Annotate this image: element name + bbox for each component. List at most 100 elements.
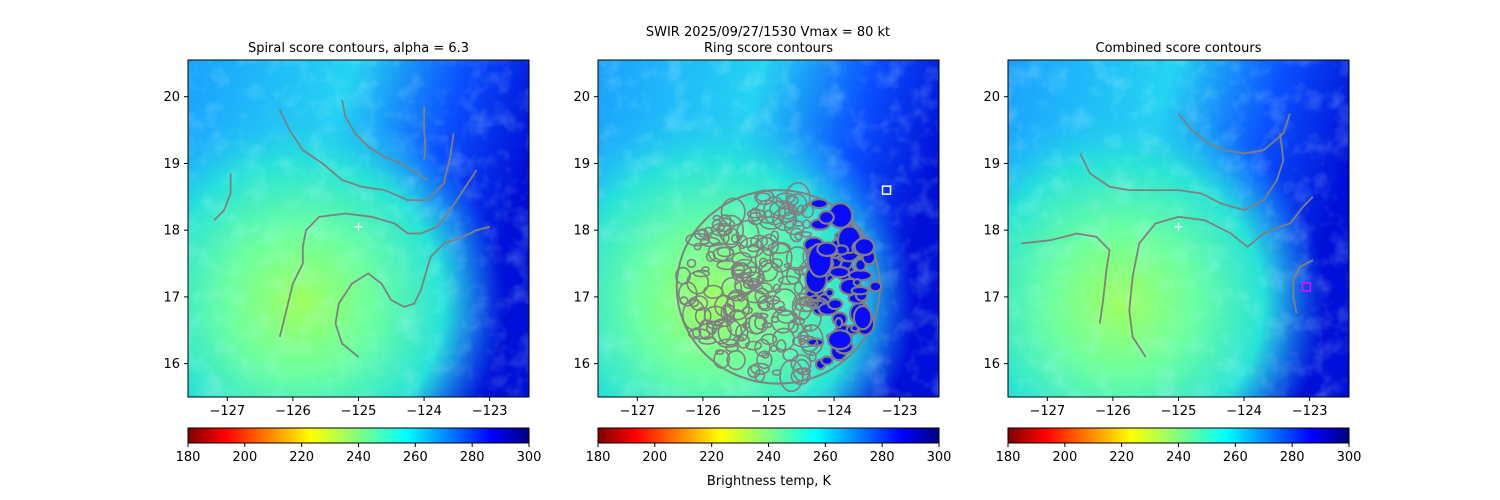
score-contour-3 [1177, 112, 1291, 155]
ring-contour-253 [818, 210, 835, 225]
colorbar [1007, 427, 1350, 444]
colorbar-tick-label: 280 [460, 450, 485, 465]
ring-contour-184 [798, 302, 822, 332]
ring-contour-138 [736, 333, 750, 349]
ring-contour-258 [826, 329, 853, 351]
ring-contour-94 [707, 320, 723, 330]
x-tick-label: −126 [1095, 404, 1131, 419]
x-tick-label: −124 [1226, 404, 1262, 419]
ring-contour-129 [790, 354, 812, 374]
ring-contour-228 [744, 340, 763, 351]
ring-contour-247 [816, 241, 838, 257]
ring-contour-57 [820, 355, 834, 366]
colorbar-label: Brightness temp, K [707, 474, 832, 489]
y-tick-label: 18 [983, 224, 1000, 239]
ring-contour-195 [736, 234, 749, 250]
y-tick-label: 18 [573, 224, 590, 239]
ring-contour-252 [794, 231, 803, 241]
panel-title: Ring score contours [704, 41, 833, 56]
ring-contour-211 [769, 230, 780, 243]
ring-contour-95 [693, 242, 702, 251]
ring-contour-212 [722, 304, 736, 318]
ring-contour-162 [711, 319, 732, 345]
ring-contour-207 [770, 315, 780, 324]
colorbar-tick-label: 180 [586, 450, 611, 465]
score-contour-5 [1292, 259, 1314, 314]
ring-contour-124 [713, 349, 731, 369]
panel-title: Combined score contours [1096, 41, 1262, 56]
colorbar-tick-label: 260 [1223, 450, 1248, 465]
ring-contour-119 [750, 362, 770, 375]
score-contour-1 [213, 173, 232, 221]
ring-contour-123 [799, 231, 813, 238]
colorbar-tick-label: 200 [642, 450, 667, 465]
colorbar-tick-label: 180 [176, 450, 201, 465]
y-tick-label: 20 [163, 90, 180, 105]
ring-contour-197 [747, 364, 761, 379]
ring-contour-260 [750, 234, 769, 249]
ring-contour-239 [853, 237, 876, 257]
x-tick-label: −123 [472, 404, 508, 419]
ring-contour-249 [769, 242, 793, 273]
score-contour-2 [341, 99, 428, 181]
ring-contour-204 [868, 280, 883, 293]
ring-contour-254 [689, 295, 709, 311]
ring-contour-200 [796, 204, 805, 215]
ring-contour-237 [781, 211, 798, 229]
score-contour-6 [334, 225, 490, 358]
y-tick-label: 17 [983, 290, 1000, 305]
ring-contour-127 [767, 241, 791, 254]
ring-contour-242 [775, 339, 787, 353]
ring-contour-236 [756, 273, 766, 283]
ring-contour-214 [754, 338, 771, 357]
panel-2: Ring score contours −127 −126 −125 −124 −123 1… [573, 41, 951, 465]
colorbar [187, 427, 530, 444]
colorbar-tick-label: 300 [517, 450, 542, 465]
ring-contour-76 [720, 197, 746, 227]
ring-contour-208 [716, 246, 735, 258]
ring-contour-175 [771, 369, 782, 376]
score-contour-2 [1020, 232, 1111, 324]
x-tick-label: −123 [1292, 404, 1328, 419]
center-plus-marker [354, 222, 363, 231]
colorbar-tick-label: 220 [289, 450, 314, 465]
y-tick-label: 16 [573, 357, 590, 372]
ring-contour-238 [735, 323, 749, 342]
colorbar-tick-label: 220 [1109, 450, 1134, 465]
colorbar-tick-label: 300 [927, 450, 952, 465]
x-tick-label: −127 [209, 404, 245, 419]
ring-contour-28 [756, 350, 773, 370]
ring-contour-259 [769, 200, 795, 217]
ring-contour-248 [703, 305, 728, 326]
ring-contour-218 [758, 299, 771, 310]
x-tick-label: −126 [275, 404, 311, 419]
ring-contour-213 [824, 287, 835, 298]
ring-contour-field [675, 182, 883, 393]
score-contour-4 [1128, 196, 1314, 358]
panel-3: Combined score contours −127 −126 −125 −124 −… [983, 41, 1361, 465]
y-tick-label: 19 [163, 157, 180, 172]
x-tick-label: −124 [406, 404, 442, 419]
best-center-square-marker [1301, 282, 1312, 292]
score-contour-1 [1079, 133, 1285, 212]
ring-contour-223 [827, 298, 844, 311]
ring-contour-130 [785, 266, 802, 285]
score-contour-3 [423, 106, 427, 161]
colorbar-tick-label: 200 [1052, 450, 1077, 465]
ring-contour-206 [725, 343, 739, 353]
x-tick-label: −125 [751, 404, 787, 419]
ring-contour-112 [809, 198, 829, 210]
colorbar-tick-label: 240 [756, 450, 781, 465]
ring-contour-54 [703, 284, 724, 299]
colorbar-tick-label: 260 [403, 450, 428, 465]
ring-contour-15 [685, 232, 711, 247]
ring-contour-126 [834, 316, 844, 329]
colorbar-tick-label: 220 [699, 450, 724, 465]
x-tick-label: −127 [619, 404, 655, 419]
colorbar-tick-label: 200 [232, 450, 257, 465]
x-tick-label: −124 [816, 404, 852, 419]
ring-contour-250 [754, 312, 769, 320]
y-tick-label: 17 [573, 290, 590, 305]
ring-contour-160 [754, 189, 775, 206]
ring-contour-180 [701, 266, 710, 273]
